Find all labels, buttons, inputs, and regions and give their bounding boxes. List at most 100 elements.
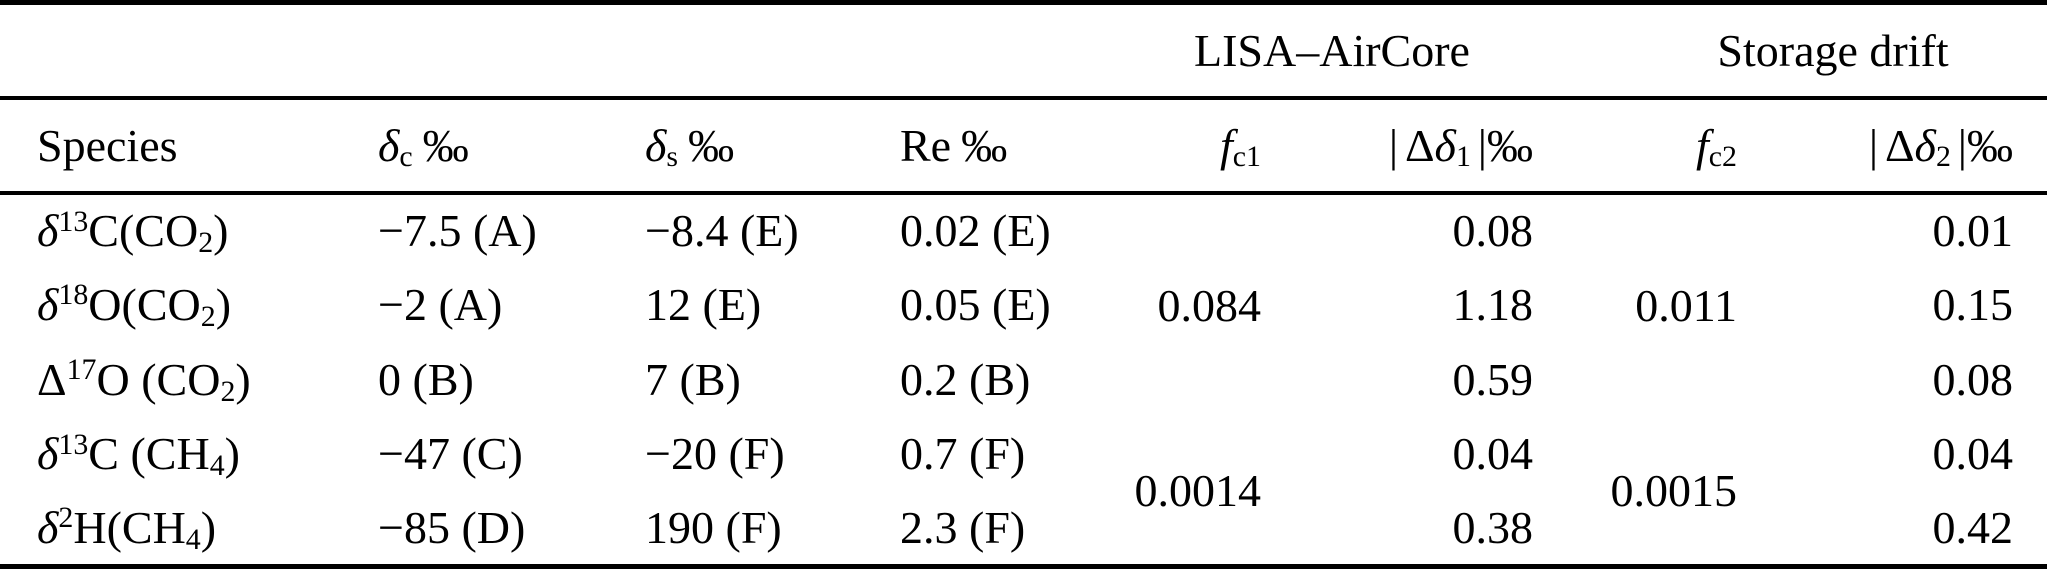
re-value: 2.3 (F) <box>900 501 1026 553</box>
f-symbol: f <box>1220 119 1233 171</box>
group-header-lisa-aircore: LISA–AirCore <box>1105 2 1533 100</box>
group-header-row: LISA–AirCore Storage drift <box>0 2 2047 100</box>
species-formula: C (CH <box>88 428 210 480</box>
species-cell: δ18O(CO2) <box>0 268 378 343</box>
species-formula: C(CO <box>88 205 199 257</box>
abs-delta1-value: 0.08 <box>1452 205 1534 257</box>
re-value: 0.05 (E) <box>900 279 1051 331</box>
delta-s-value: −8.4 (E) <box>645 205 799 257</box>
fc2-group-value: 0.011 <box>1635 280 1737 332</box>
abs-delta2-value: 0.42 <box>1932 501 2014 553</box>
species-subscript: 4 <box>185 522 201 556</box>
table-row-d13c-co2: δ13C(CO2) −7.5 (A) −8.4 (E) 0.02 (E) 0.0… <box>0 193 2047 328</box>
delta-symbol: δ <box>37 279 59 331</box>
close-bar: | <box>1957 119 1967 171</box>
species-cell: δ2H(CH4) <box>0 492 378 567</box>
Delta-symbol: Δ <box>1404 119 1435 171</box>
abs-delta1-value: 0.38 <box>1452 501 1534 553</box>
table-row-d18o-co2: δ18O(CO2) −2 (A) 12 (E) 0.05 (E) 1.18 0.… <box>0 268 2047 343</box>
col-header-abs-delta2: | Δδ2 |‰ <box>1737 98 2047 195</box>
species-superscript: 18 <box>58 278 89 312</box>
col-header-re: Re ‰ <box>900 98 1105 195</box>
permil-unit: ‰ <box>961 119 1008 171</box>
delta-c-value: 0 (B) <box>378 353 474 405</box>
delta1-subscript: 1 <box>1455 140 1471 174</box>
delta2-subscript: 2 <box>1935 140 1951 174</box>
re-value: 0.02 (E) <box>900 205 1051 257</box>
species-tail: ) <box>224 428 240 480</box>
species-superscript: 17 <box>66 353 97 387</box>
permil-unit: ‰ <box>422 119 469 171</box>
delta-s-value: 12 (E) <box>645 279 762 331</box>
delta-symbol: δ <box>37 501 59 553</box>
species-tail: ) <box>213 205 229 257</box>
col-header-delta-s: δs ‰ <box>645 98 900 195</box>
close-bar: | <box>1477 119 1487 171</box>
delta-symbol: δ <box>37 205 59 257</box>
col-header-fc2: fc2 <box>1533 98 1737 195</box>
delta-s-value: −20 (F) <box>645 428 785 480</box>
table-row-d2h-ch4: δ2H(CH4) −85 (D) 190 (F) 2.3 (F) 0.38 0.… <box>0 492 2047 567</box>
delta-symbol: δ <box>1914 119 1936 171</box>
delta-c-subscript: c <box>399 140 413 174</box>
species-superscript: 13 <box>58 204 89 238</box>
group-header-spacer <box>0 2 1105 100</box>
fc1-subscript: c1 <box>1232 140 1261 174</box>
species-tail: ) <box>200 501 217 553</box>
species-superscript: 2 <box>58 501 74 535</box>
fc1-group-value: 0.084 <box>1157 280 1262 332</box>
delta-s-value: 7 (B) <box>645 353 741 405</box>
permil-unit: ‰ <box>688 119 735 171</box>
delta-c-value: −7.5 (A) <box>378 205 537 257</box>
delta-symbol: δ <box>37 428 59 480</box>
delta-c-value: −2 (A) <box>378 279 503 331</box>
species-superscript: 13 <box>58 427 89 461</box>
re-value: 0.7 (F) <box>900 428 1026 480</box>
f-symbol: f <box>1696 119 1709 171</box>
Delta-symbol: Δ <box>37 353 67 405</box>
delta-symbol: δ <box>378 119 400 171</box>
Delta-symbol: Δ <box>1884 119 1915 171</box>
species-subscript: 2 <box>200 300 216 333</box>
table-row-D17o-co2: Δ17O (CO2) 0 (B) 7 (B) 0.2 (B) 0.59 0.08 <box>0 342 2047 417</box>
delta-symbol: δ <box>645 119 667 171</box>
species-subscript: 4 <box>209 449 225 483</box>
col-header-species: Species <box>0 98 378 195</box>
species-cell: δ13C (CH4) <box>0 417 378 492</box>
open-bar: | <box>1868 119 1879 171</box>
delta-c-value: −47 (C) <box>378 428 523 480</box>
abs-delta2-value: 0.04 <box>1932 428 2014 480</box>
permil-unit: ‰ <box>1967 119 2013 171</box>
table-row-d13c-ch4: δ13C (CH4) −47 (C) −20 (F) 0.7 (F) 0.001… <box>0 417 2047 513</box>
abs-delta1-value: 1.18 <box>1452 279 1534 331</box>
permil-unit: ‰ <box>1487 119 1533 171</box>
abs-delta1-value: 0.59 <box>1452 353 1534 405</box>
re-label: Re <box>900 119 952 171</box>
delta-s-subscript: s <box>666 140 679 174</box>
fc1-group-value: 0.0014 <box>1134 464 1262 516</box>
delta-c-value: −85 (D) <box>378 501 526 553</box>
fc2-group-value: 0.0015 <box>1610 464 1738 516</box>
species-formula: H(CH <box>73 501 186 553</box>
col-header-delta-c: δc ‰ <box>378 98 645 195</box>
col-header-abs-delta1: | Δδ1 |‰ <box>1261 98 1533 195</box>
species-cell: Δ17O (CO2) <box>0 342 378 417</box>
species-formula: O(CO <box>88 279 201 331</box>
species-formula: O (CO <box>96 353 221 405</box>
col-header-fc1: fc1 <box>1105 98 1261 195</box>
abs-delta2-value: 0.15 <box>1932 279 2014 331</box>
species-subscript: 2 <box>220 374 236 408</box>
species-tail: ) <box>235 353 251 405</box>
species-cell: δ13C(CO2) <box>0 193 378 268</box>
abs-delta2-value: 0.01 <box>1932 205 2014 257</box>
column-header-row: Species δc ‰ δs ‰ Re ‰ fc1 | Δδ1 |‰ fc2 | Δδ2 |… <box>0 98 2047 195</box>
species-subscript: 2 <box>198 226 214 260</box>
re-value: 0.2 (B) <box>900 353 1031 405</box>
abs-delta1-value: 0.04 <box>1452 428 1534 480</box>
delta-s-value: 190 (F) <box>645 501 782 553</box>
delta-symbol: δ <box>1434 119 1456 171</box>
group-header-storage-drift: Storage drift <box>1533 2 2047 100</box>
species-tail: ) <box>215 279 232 331</box>
fc2-subscript: c2 <box>1708 140 1737 174</box>
